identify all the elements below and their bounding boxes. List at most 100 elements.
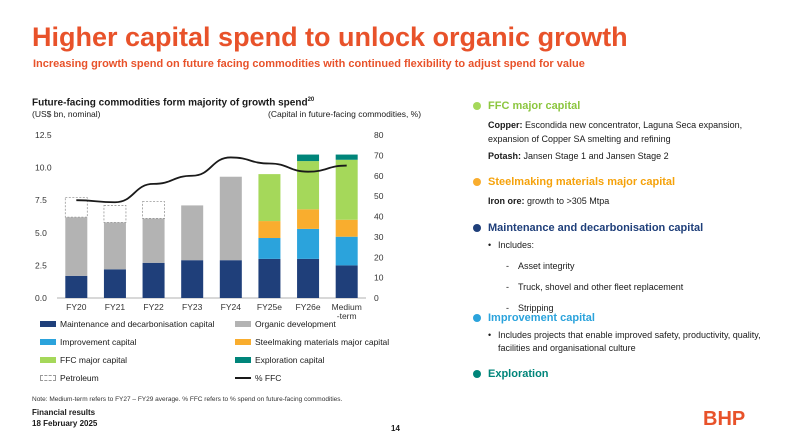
bar-segment (258, 174, 281, 222)
bar-segment (335, 219, 358, 237)
maintenance-bullet-dot (473, 224, 481, 232)
iron-detail: growth to >305 Mtpa (524, 196, 610, 206)
ffc-section: FFC major capital Copper: Escondida new … (473, 100, 773, 164)
improvement-heading-text: Improvement capital (488, 312, 595, 324)
legend-item: Exploration capital (235, 355, 324, 365)
x-tick-label: -term (337, 311, 357, 320)
ffc-percent-line (76, 156, 347, 204)
bar-segment (297, 209, 320, 229)
legend-label: Exploration capital (255, 355, 325, 365)
iron-label: Iron ore: (488, 196, 525, 206)
legend-label: FFC major capital (60, 355, 128, 365)
legend-item: Petroleum (40, 373, 99, 383)
y2-tick-label: 30 (374, 232, 384, 242)
legend-swatch (235, 321, 251, 327)
page-subtitle: Increasing growth spend on future facing… (33, 58, 585, 70)
x-tick-label: FY26e (296, 302, 321, 312)
legend-item: % FFC (235, 373, 281, 383)
bar-segment (335, 265, 358, 298)
x-tick-label: FY20 (66, 302, 87, 312)
improvement-bullet-dot (473, 314, 481, 322)
right-axis-unit: (Capital in future-facing commodities, %… (268, 109, 422, 119)
footer-date: 18 February 2025 (32, 419, 98, 428)
chart-title-text: Future-facing commodities form majority … (32, 97, 308, 109)
x-tick-label: FY23 (182, 302, 203, 312)
exploration-heading-text: Exploration (488, 368, 549, 380)
exploration-heading: Exploration (473, 368, 773, 380)
x-tick-label: FY22 (143, 302, 164, 312)
bar-segment (103, 269, 126, 298)
bar-segment (181, 205, 204, 261)
bar-segment (297, 154, 320, 162)
y-tick-label: 10.0 (35, 163, 52, 173)
bar-segment (181, 260, 204, 298)
bar-segment (335, 159, 358, 220)
maintenance-item-text: Truck, shovel and other fleet replacemen… (518, 282, 684, 292)
footnote: Note: Medium-term refers to FY27 – FY29 … (32, 396, 343, 403)
legend-item: FFC major capital (40, 355, 127, 365)
y-tick-label: 7.5 (35, 195, 47, 205)
ffc-potash-text: Potash: Jansen Stage 1 and Jansen Stage … (488, 150, 773, 164)
legend-label: Organic development (255, 319, 336, 329)
maintenance-section: Maintenance and decarbonisation capital … (473, 222, 773, 315)
stacked-bar-chart: 0.0 2.5 5.0 7.5 10.0 12.5 0 10 20 30 40 50 60 70 80 FY2… (35, 130, 384, 320)
legend-line-swatch (235, 377, 251, 379)
legend-swatch (40, 321, 56, 327)
x-tick-label: Medium (332, 302, 362, 312)
bar-segment (297, 161, 320, 210)
potash-detail: Jansen Stage 1 and Jansen Stage 2 (521, 151, 669, 161)
bullet-marker: • (488, 240, 492, 250)
bar-segment (142, 262, 165, 298)
bar-segment (103, 222, 126, 270)
y-tick-label: 12.5 (35, 130, 52, 140)
improvement-detail: • Includes projects that enable improved … (488, 329, 773, 355)
x-tick-label: FY21 (105, 302, 126, 312)
dash-marker: - (506, 282, 509, 292)
ffc-copper-text: Copper: Escondida new concentrator, Lagu… (488, 119, 773, 146)
bar-segment (335, 236, 358, 266)
maintenance-item-text: Stripping (518, 303, 554, 313)
y-tick-label: 5.0 (35, 228, 47, 238)
legend-label: Improvement capital (60, 337, 137, 347)
legend-item: Organic development (235, 319, 336, 329)
y2-tick-label: 70 (374, 150, 384, 160)
legend-swatch (235, 357, 251, 363)
legend-item: Steelmaking materials major capital (235, 337, 389, 347)
bar-segment (64, 197, 88, 218)
bar-segment (142, 201, 165, 219)
maintenance-item: - Asset integrity (506, 260, 773, 273)
bar-segment (219, 260, 242, 298)
dash-marker: - (506, 303, 509, 313)
legend-swatch (40, 357, 56, 363)
steel-section: Steelmaking materials major capital Iron… (473, 176, 773, 209)
y2-tick-label: 0 (374, 293, 379, 303)
x-tick-label: FY25e (257, 302, 282, 312)
maintenance-item-text: Asset integrity (518, 261, 575, 271)
copper-detail: Escondida new concentrator, Laguna Seca … (488, 120, 743, 144)
ffc-bullet-dot (473, 102, 481, 110)
y2-tick-label: 80 (374, 130, 384, 140)
maintenance-item: - Stripping (506, 302, 773, 315)
maintenance-includes-text: Includes: (498, 240, 535, 250)
bar-segment (258, 258, 281, 298)
exploration-bullet-dot (473, 370, 481, 378)
improvement-heading: Improvement capital (473, 312, 773, 324)
improvement-detail-text: Includes projects that enable improved s… (498, 330, 761, 353)
bar-segment (258, 221, 281, 239)
bar-segment (258, 238, 281, 259)
maintenance-heading-text: Maintenance and decarbonisation capital (488, 222, 704, 234)
steel-heading: Steelmaking materials major capital (473, 176, 773, 188)
legend-item: Maintenance and decarbonisation capital (40, 319, 215, 329)
legend-label: Steelmaking materials major capital (255, 337, 390, 347)
y2-tick-label: 20 (374, 252, 384, 262)
legend-swatch (40, 339, 56, 345)
steel-iron-text: Iron ore: growth to >305 Mtpa (488, 195, 773, 209)
y2-tick-label: 60 (374, 171, 384, 181)
steel-heading-text: Steelmaking materials major capital (488, 176, 676, 188)
bar-segment (297, 228, 320, 259)
bhp-logo: BHP (703, 408, 746, 430)
page-title: Higher capital spend to unlock organic g… (32, 22, 628, 52)
bar-segment (335, 154, 358, 160)
bar-segment (65, 275, 88, 298)
x-tick-label: FY24 (221, 302, 242, 312)
